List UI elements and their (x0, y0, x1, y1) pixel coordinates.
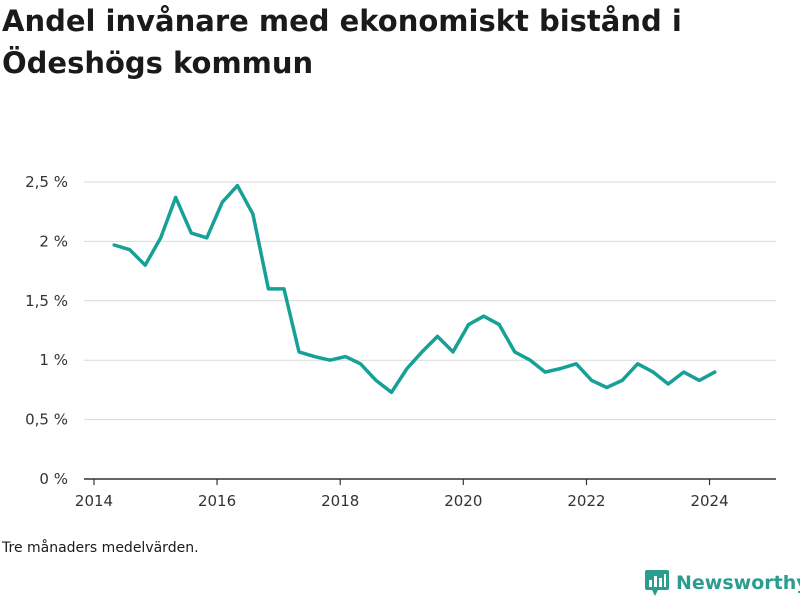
x-tick-label: 2016 (198, 492, 236, 510)
y-tick-label: 1 % (39, 351, 68, 369)
x-tick-label: 2022 (567, 492, 605, 510)
y-tick-label: 2,5 % (25, 173, 68, 191)
x-tick-label: 2018 (321, 492, 359, 510)
brand-name: Newsworthy (676, 572, 800, 594)
y-tick-label: 2 % (39, 232, 68, 250)
y-tick-label: 0 % (39, 470, 68, 488)
x-axis-tick-labels: 2014 2016 2018 2020 2022 2024 (75, 479, 729, 510)
newsworthy-logo: Newsworthy (644, 569, 800, 597)
y-axis-tick-labels: 0 % 0,5 % 1 % 1,5 % 2 % 2,5 % (25, 173, 68, 488)
y-tick-label: 1,5 % (25, 292, 68, 310)
chart-footnote: Tre månaders medelvärden. (2, 540, 199, 556)
x-tick-label: 2020 (444, 492, 482, 510)
gridlines (84, 181, 776, 421)
chart-title: Andel invånare med ekonomiskt bistånd i … (2, 4, 682, 80)
y-tick-label: 0,5 % (25, 411, 68, 429)
series-line (112, 183, 717, 395)
series-layer (112, 183, 717, 395)
newsworthy-logo-icon (645, 570, 669, 596)
x-tick-label: 2024 (690, 492, 728, 510)
x-tick-label: 2014 (75, 492, 113, 510)
